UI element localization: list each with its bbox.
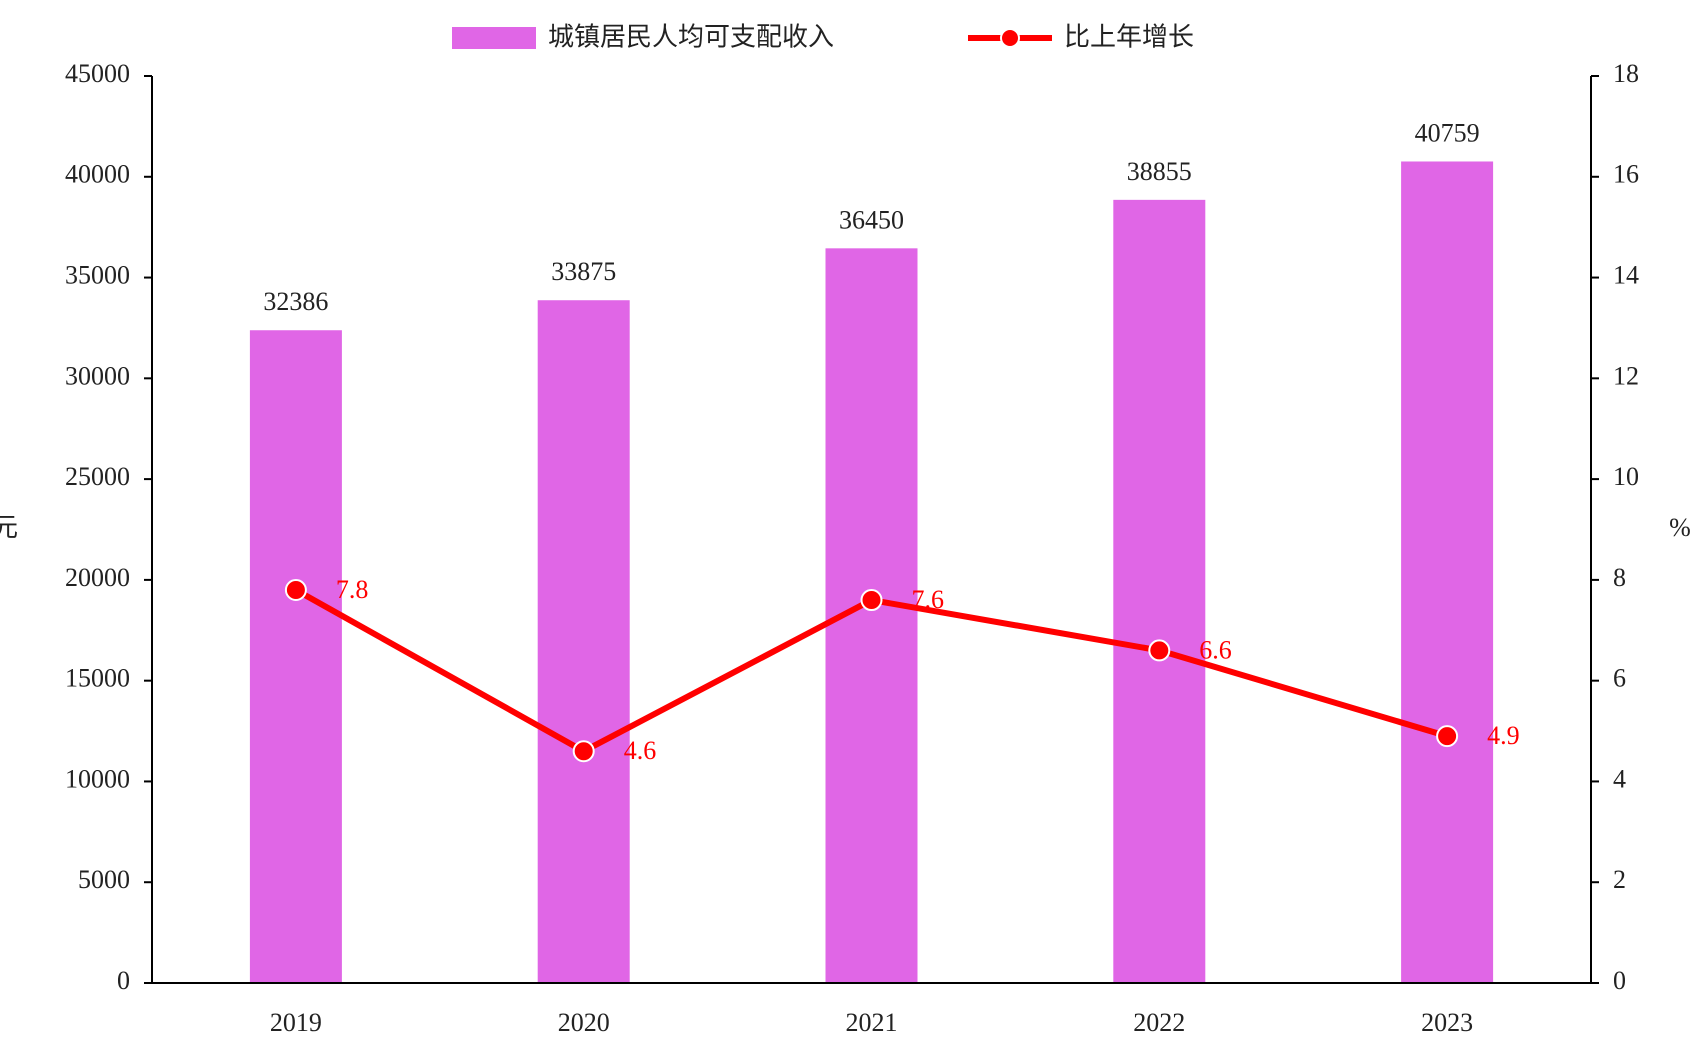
legend-swatch	[1000, 28, 1020, 48]
y-tick-label: 5000	[78, 865, 130, 894]
x-tick-label: 2023	[1421, 1008, 1473, 1037]
y2-tick-label: 18	[1613, 59, 1639, 88]
y2-tick-label: 6	[1613, 664, 1626, 693]
x-tick-label: 2020	[558, 1008, 610, 1037]
line-value-label: 4.6	[624, 736, 657, 765]
line-value-label: 7.6	[912, 585, 945, 614]
bar	[537, 300, 630, 983]
y2-tick-label: 16	[1613, 160, 1639, 189]
y2-tick-label: 10	[1613, 462, 1639, 491]
y2-tick-label: 2	[1613, 865, 1626, 894]
y-tick-label: 10000	[65, 764, 130, 793]
line-point	[1436, 725, 1459, 748]
y-tick-label: 25000	[65, 462, 130, 491]
x-tick-label: 2022	[1133, 1008, 1185, 1037]
bar	[249, 330, 342, 983]
bar-value-label: 40759	[1415, 118, 1480, 147]
y-axis-title: 元	[0, 513, 18, 542]
line-value-label: 7.8	[336, 575, 369, 604]
y2-axis-title: %	[1669, 513, 1691, 542]
y-tick-label: 20000	[65, 563, 130, 592]
y-tick-label: 35000	[65, 261, 130, 290]
bar-value-label: 36450	[839, 205, 904, 234]
bar-value-label: 38855	[1127, 157, 1192, 186]
legend-label: 比上年增长	[1064, 23, 1194, 53]
y2-tick-label: 0	[1613, 966, 1626, 995]
y-tick-label: 15000	[65, 664, 130, 693]
x-tick-label: 2021	[846, 1008, 898, 1037]
y2-tick-label: 14	[1613, 261, 1639, 290]
y-tick-label: 40000	[65, 160, 130, 189]
line-point	[572, 740, 595, 763]
bar	[1401, 161, 1494, 983]
y-tick-label: 45000	[65, 59, 130, 88]
y2-tick-label: 12	[1613, 361, 1639, 390]
line-value-label: 4.9	[1487, 721, 1520, 750]
line-value-label: 6.6	[1199, 635, 1232, 664]
x-tick-label: 2019	[270, 1008, 322, 1037]
bar-value-label: 32386	[263, 287, 328, 316]
y-tick-label: 0	[117, 966, 130, 995]
bar-value-label: 33875	[551, 257, 616, 286]
y-tick-label: 30000	[65, 361, 130, 390]
legend-swatch	[452, 27, 536, 49]
legend-label: 城镇居民人均可支配收入	[548, 23, 834, 53]
bar	[1113, 199, 1206, 983]
line-point	[1148, 639, 1171, 662]
y2-tick-label: 4	[1613, 764, 1626, 793]
line-point	[284, 578, 307, 601]
line-point	[860, 589, 883, 612]
y2-tick-label: 8	[1613, 563, 1626, 592]
